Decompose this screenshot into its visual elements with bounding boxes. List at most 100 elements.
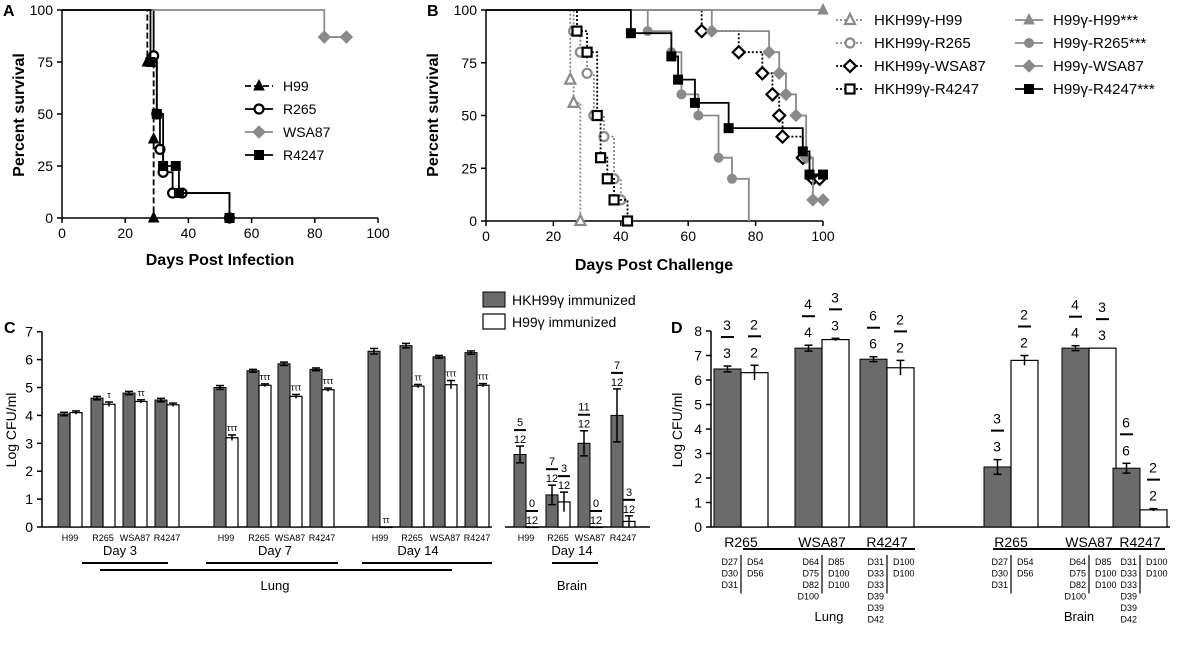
x-tick-label: 100 — [811, 228, 835, 244]
x-tick-label: 20 — [117, 225, 133, 241]
data-point-H99γ-R4247*** — [673, 74, 684, 85]
bar-hkh99-H99 — [213, 387, 227, 528]
bar-h99-WSA87 — [589, 526, 603, 529]
bar-hkh99-WSA87 — [1061, 347, 1090, 528]
y-tick-label: 5 — [25, 380, 33, 396]
y-tick-label: 0 — [45, 210, 53, 226]
legend-label: HKH99γ-H99 — [874, 12, 962, 29]
series-line-H99γ-R265*** — [486, 9, 750, 221]
organ-label: Lung — [815, 609, 844, 624]
ratio-denominator: 3 — [1098, 327, 1106, 343]
data-point-R4247 — [158, 161, 169, 171]
organ-label: Lung — [261, 578, 290, 593]
data-point-H99γ-R4247*** — [818, 169, 828, 180]
y-tick-label: 25 — [461, 160, 477, 176]
data-point-WSA87 — [339, 30, 354, 44]
legend-marker — [253, 78, 265, 91]
y-tick-label: 25 — [37, 158, 53, 174]
group-label: R4247 — [610, 533, 637, 543]
data-point-H99γ-WSA87 — [779, 87, 793, 102]
death-day: D82 — [802, 580, 819, 590]
bar-h99-R4247 — [321, 389, 335, 528]
legend-marker — [1024, 84, 1034, 94]
bar-hkh99-WSA87 — [794, 347, 823, 528]
data-point-HKH99γ-R4247 — [608, 194, 620, 206]
death-day: D100 — [828, 580, 850, 590]
ratio-denominator: 12 — [526, 515, 538, 527]
bar-h99-H99 — [525, 526, 539, 529]
ratio-numerator: 7 — [549, 456, 555, 468]
group-label: R4247 — [154, 533, 181, 543]
ratio-numerator: 3 — [993, 411, 1001, 427]
legend-label: H99γ-H99*** — [1053, 12, 1138, 29]
group-label: R265 — [994, 534, 1028, 550]
organ-label: Brain — [557, 578, 587, 593]
y-tick-label: 2 — [694, 470, 702, 486]
group-label: H99 — [62, 533, 79, 543]
legend-label: HKH99γ-WSA87 — [874, 58, 986, 75]
bar-hkh99-H99 — [513, 453, 527, 528]
panel-b: B Days Post Challenge Percent survival 0… — [425, 2, 1155, 274]
bar-hkh99-R4247 — [154, 399, 168, 528]
ratio-denominator: 4 — [1071, 325, 1079, 341]
x-tick-label: 80 — [307, 225, 323, 241]
death-day: D39 — [1120, 592, 1137, 602]
series-line-HKH99γ-R265 — [486, 9, 629, 221]
death-day: D56 — [747, 569, 764, 579]
y-tick-label: 7 — [694, 348, 702, 364]
data-point-H99 — [147, 210, 160, 223]
legend-label: R4247 — [283, 147, 324, 163]
bar-h99-WSA87 — [134, 400, 148, 528]
group-label: R265 — [401, 533, 423, 543]
series-line-HKH99γ-R4247 — [486, 9, 629, 221]
ratio-denominator: 3 — [993, 439, 1001, 455]
panel-b-xlabel: Days Post Challenge — [575, 257, 733, 274]
group-label: R4247 — [464, 533, 491, 543]
data-point-HKH99γ-H99 — [563, 71, 578, 85]
significance-tau: τττ — [478, 372, 489, 382]
bar-h99-WSA87 — [1088, 347, 1117, 528]
death-day: D100 — [1064, 592, 1086, 602]
y-tick-label: 3 — [25, 435, 33, 451]
data-point-H99γ-WSA87 — [789, 108, 803, 123]
day-label: Day 14 — [397, 543, 438, 558]
data-point-H99γ-WSA87 — [762, 45, 776, 59]
y-tick-label: 100 — [454, 2, 478, 18]
group-label: R265 — [248, 533, 270, 543]
x-tick-label: 60 — [244, 225, 260, 241]
ratio-numerator: 4 — [1071, 297, 1079, 313]
death-day: D85 — [1095, 557, 1112, 567]
y-tick-label: 7 — [25, 324, 33, 340]
panel-a-ylabel: Percent survival — [11, 53, 28, 177]
group-label: WSA87 — [120, 533, 151, 543]
death-day: D64 — [802, 557, 819, 567]
death-day: D27 — [721, 557, 738, 567]
legend-marker — [844, 37, 856, 49]
bar-hkh99-H99 — [57, 413, 71, 528]
group-label: WSA87 — [798, 534, 846, 550]
death-day: D39 — [1120, 603, 1137, 613]
legend-label: H99γ immunized — [512, 314, 616, 330]
y-tick-label: 1 — [25, 491, 33, 507]
significance-tau: ττ — [414, 372, 422, 382]
data-point-H99γ-WSA87 — [705, 24, 719, 38]
y-tick-label: 50 — [461, 108, 477, 124]
y-tick-label: 4 — [694, 421, 702, 437]
legend-marker — [252, 125, 266, 139]
significance-tau: τττ — [446, 369, 457, 379]
death-day: D39 — [867, 592, 884, 602]
ratio-denominator: 2 — [1149, 488, 1157, 504]
group-label: WSA87 — [575, 533, 606, 543]
ratio-denominator: 3 — [723, 345, 731, 361]
legend-swatch-gray — [482, 291, 506, 308]
ratio-numerator: 0 — [529, 498, 535, 510]
death-day: D100 — [893, 569, 915, 579]
bar-h99-H99 — [225, 437, 239, 528]
death-day: D85 — [828, 557, 845, 567]
x-tick-label: 0 — [58, 225, 66, 241]
bar-hkh99-R4247 — [859, 358, 888, 528]
bar-h99-R4247 — [476, 384, 490, 528]
ratio-denominator: 12 — [558, 480, 570, 492]
